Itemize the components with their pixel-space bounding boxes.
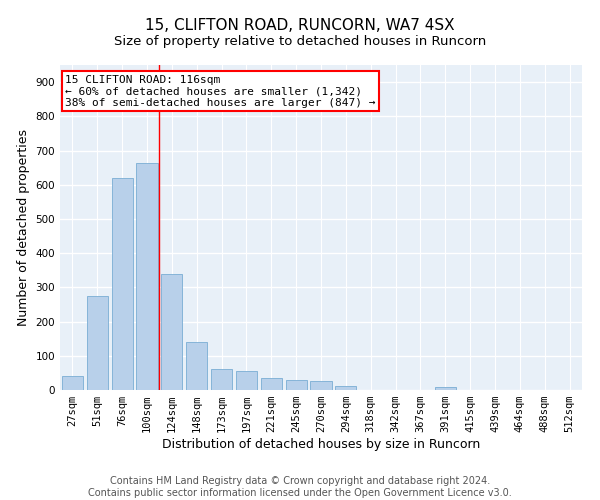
Text: Contains HM Land Registry data © Crown copyright and database right 2024.
Contai: Contains HM Land Registry data © Crown c… xyxy=(88,476,512,498)
Bar xyxy=(112,178,133,390)
Bar xyxy=(435,386,456,390)
Bar xyxy=(236,371,257,390)
Bar xyxy=(161,274,182,390)
Bar xyxy=(211,370,232,390)
Bar xyxy=(62,376,83,390)
Bar xyxy=(87,296,108,390)
Text: 15 CLIFTON ROAD: 116sqm
← 60% of detached houses are smaller (1,342)
38% of semi: 15 CLIFTON ROAD: 116sqm ← 60% of detache… xyxy=(65,74,376,108)
Bar xyxy=(186,342,207,390)
Bar xyxy=(261,378,282,390)
X-axis label: Distribution of detached houses by size in Runcorn: Distribution of detached houses by size … xyxy=(162,438,480,451)
Text: 15, CLIFTON ROAD, RUNCORN, WA7 4SX: 15, CLIFTON ROAD, RUNCORN, WA7 4SX xyxy=(145,18,455,32)
Bar xyxy=(286,380,307,390)
Bar xyxy=(310,382,332,390)
Bar xyxy=(335,386,356,390)
Bar xyxy=(136,162,158,390)
Text: Size of property relative to detached houses in Runcorn: Size of property relative to detached ho… xyxy=(114,35,486,48)
Y-axis label: Number of detached properties: Number of detached properties xyxy=(17,129,30,326)
